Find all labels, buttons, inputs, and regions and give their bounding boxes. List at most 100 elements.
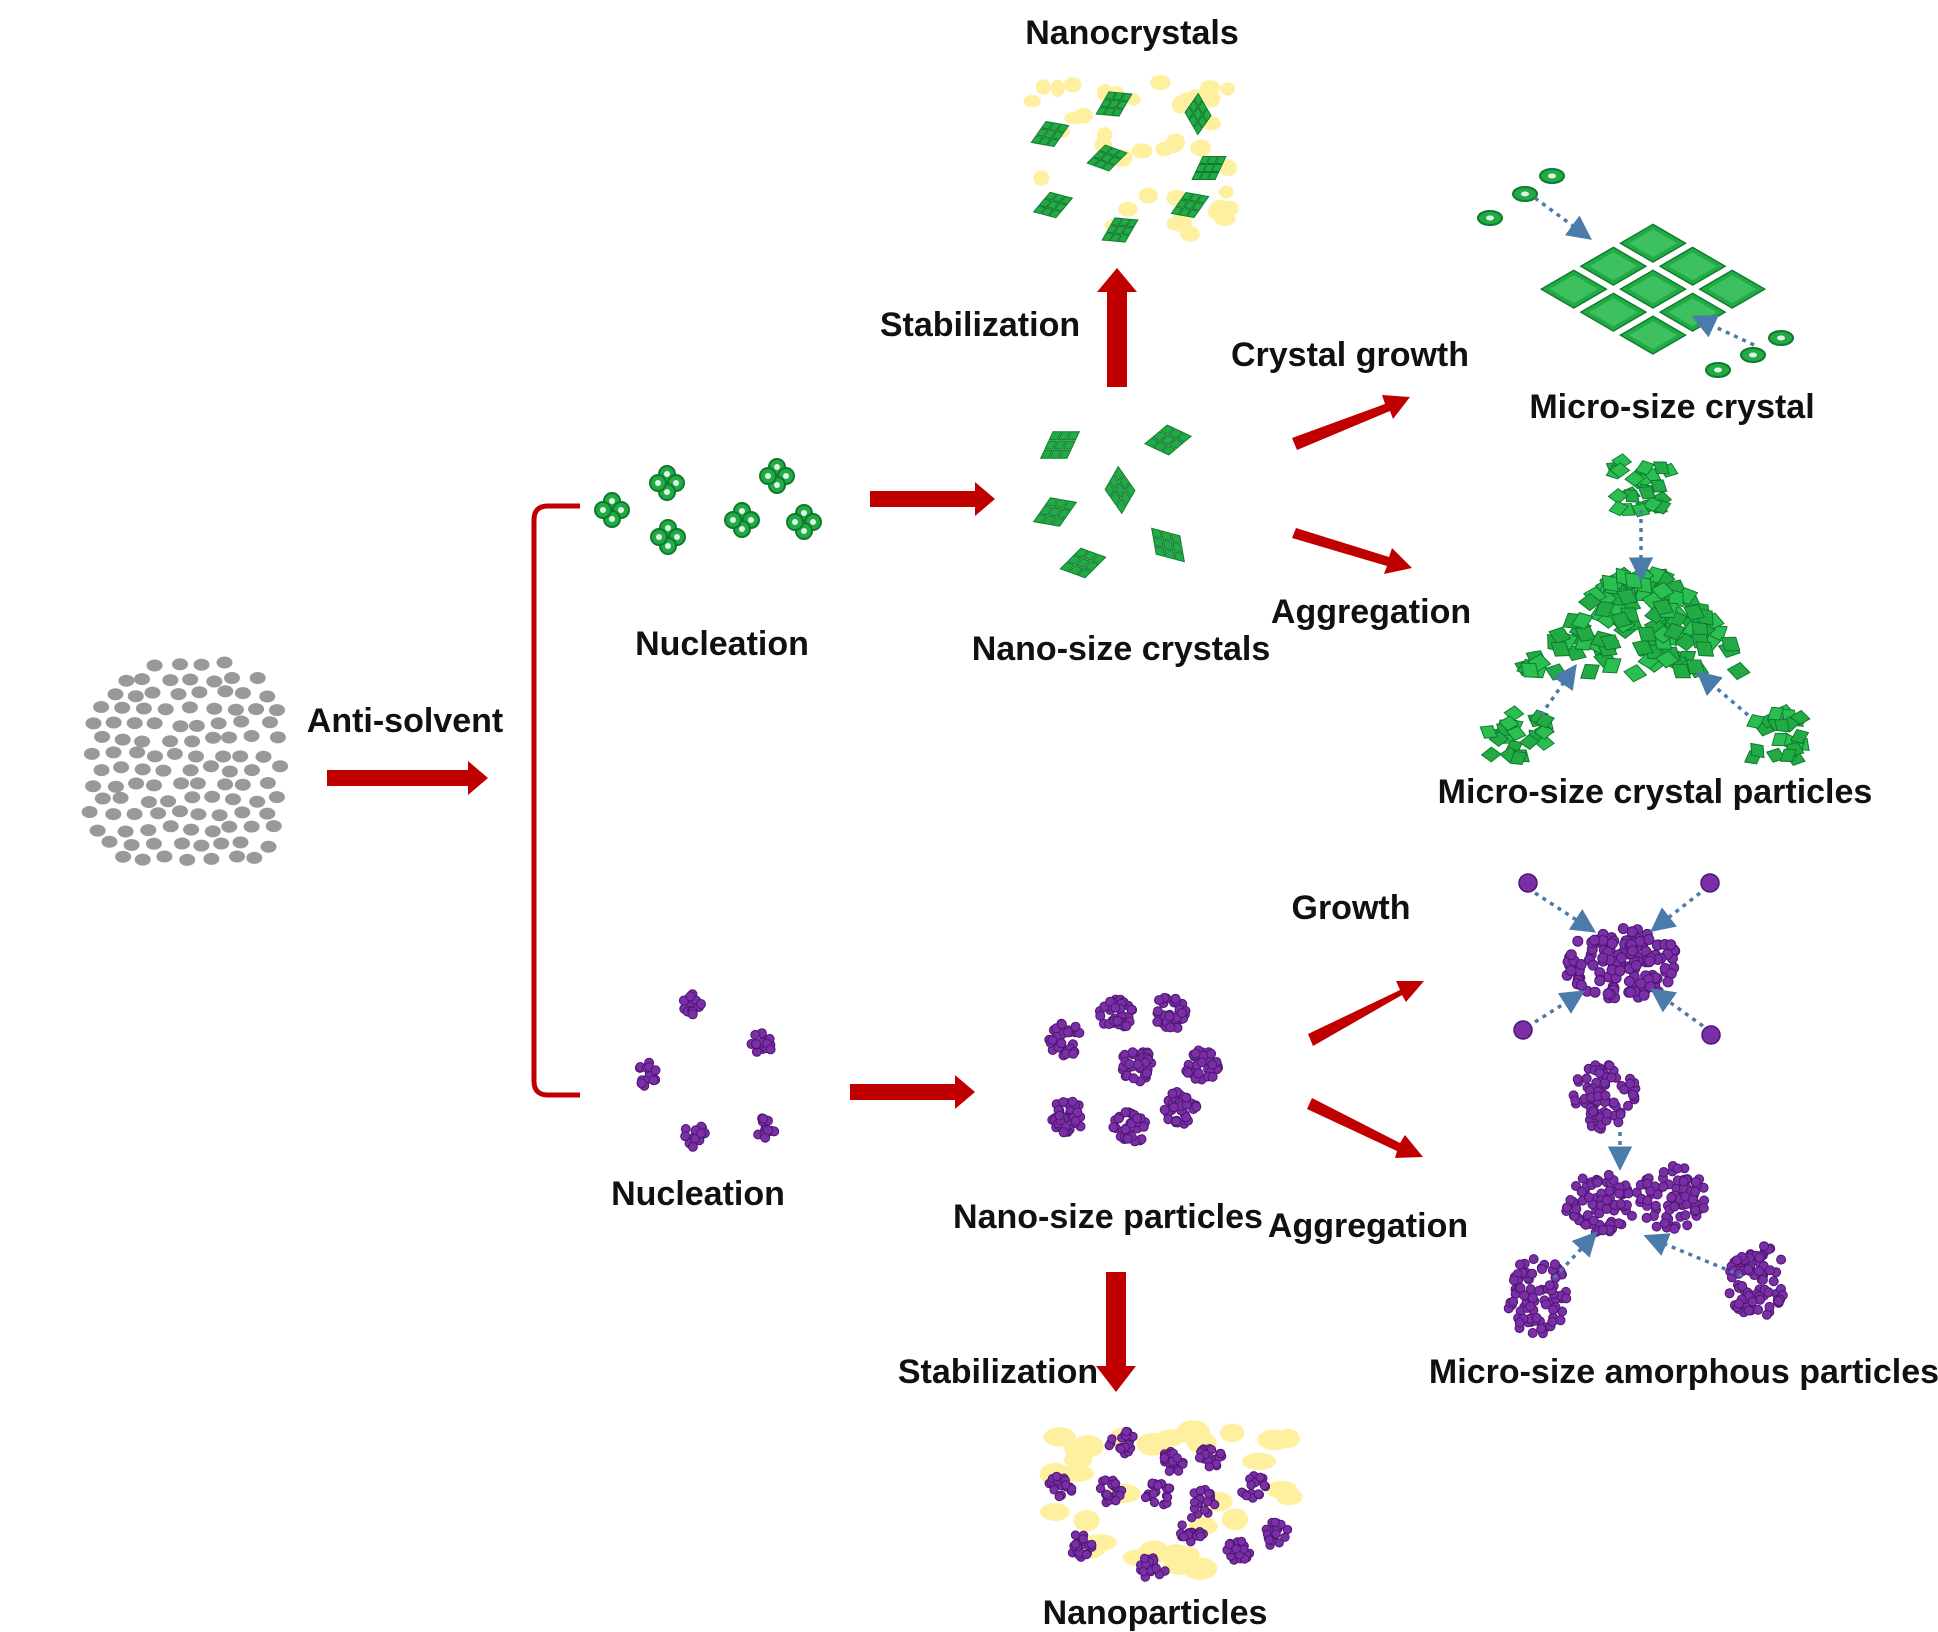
stabilizer-molecule (1063, 1450, 1093, 1469)
stabilizer-molecule (1218, 185, 1234, 199)
stabilizer-molecule (1155, 141, 1174, 157)
stabilizer-molecule (1150, 74, 1171, 91)
solute-dot (134, 763, 151, 776)
dotted-arrow (1552, 1231, 1598, 1280)
solute-dot (248, 703, 265, 716)
dotted-arrow (1650, 891, 1702, 933)
solute-dot (101, 835, 118, 848)
stabilizer-molecule (1131, 143, 1153, 159)
solute-dot (204, 825, 221, 838)
crystal-nucleus-core (665, 525, 671, 531)
amorphous-nucleus (634, 1057, 661, 1091)
dotted-arrow (1691, 315, 1755, 347)
arrow-stabilization-down (1096, 1272, 1136, 1392)
stabilizer-molecule (1117, 201, 1138, 217)
stabilizer-molecule (1221, 1508, 1249, 1531)
solute-dot (172, 805, 188, 818)
crystal-nucleus-core (739, 526, 745, 532)
solute-dot (259, 777, 276, 789)
arrow-nucleation-to-nanocrystals (870, 482, 995, 516)
solute-dot (203, 852, 220, 865)
solute-dot (134, 673, 150, 686)
solute-dot (114, 701, 131, 714)
solute-dot (179, 853, 196, 866)
stabilizer-molecule (1073, 1509, 1100, 1532)
nanoparticle (1237, 1471, 1271, 1503)
solute-dot (117, 825, 134, 838)
nanoparticle (1176, 1513, 1209, 1547)
nano-crystal (1104, 465, 1136, 515)
nano-particle (1117, 1047, 1157, 1087)
nano-particle (1152, 992, 1191, 1033)
dotted-arrow (1539, 663, 1577, 717)
solute-dot (173, 777, 190, 790)
stabilizer-molecule (1136, 1432, 1171, 1456)
label-aggregation-top: Aggregation (1271, 593, 1471, 631)
nanocrystal (1095, 91, 1133, 117)
nano-particle (1094, 994, 1138, 1032)
nanoparticle (1194, 1444, 1227, 1472)
solute-dot (94, 730, 111, 743)
nanoparticle (1044, 1471, 1077, 1502)
nanocrystal (1032, 191, 1074, 219)
stabilized-nanoparticles-icon (1039, 1420, 1303, 1582)
crystal-nucleus-core (792, 519, 798, 525)
solute-dot (243, 820, 260, 833)
solute-dot (140, 824, 157, 837)
label-micro-size-crystal-particles: Micro-size crystal particles (1438, 773, 1873, 811)
crystal-nucleus-core (600, 507, 606, 513)
free-molecule (1518, 873, 1538, 893)
solute-dot (129, 746, 146, 759)
solute-dot (114, 733, 131, 746)
solute-dot (232, 836, 249, 849)
crystal-nucleus-core (609, 498, 615, 504)
solute-dot (221, 765, 238, 778)
solute-dot (140, 796, 157, 808)
solute-dot (262, 716, 278, 729)
nano-particle (1044, 1018, 1085, 1061)
solute-dot (81, 806, 98, 818)
stabilizer-molecule (1035, 79, 1051, 95)
stabilizer-molecule (1050, 79, 1065, 97)
crystal-nucleus-core (655, 480, 661, 486)
solute-dot (260, 840, 277, 853)
nanoparticle (1222, 1536, 1255, 1565)
nano-particle (1159, 1087, 1202, 1129)
stabilizer-molecule (1033, 170, 1050, 186)
crystal-nuclei-icon (594, 458, 822, 555)
amorphous-nucleus (753, 1113, 780, 1143)
amorphous-aggregate (1631, 1161, 1710, 1234)
solute-dot (156, 850, 173, 863)
dotted-arrow (1534, 990, 1586, 1024)
stabilizer-molecule (1200, 80, 1221, 95)
solute-dot (162, 674, 179, 687)
solute-dot (113, 761, 130, 774)
stabilized-nanocrystals-icon (1023, 74, 1239, 243)
solute-dot (268, 791, 285, 804)
solute-dot (105, 808, 122, 821)
solute-dot (181, 701, 198, 714)
micro-size-crystal-particles-icon (1479, 453, 1811, 767)
amorphous-aggregate (1568, 1060, 1641, 1134)
stabilizer-molecule (1176, 1420, 1211, 1444)
nanocrystal (1086, 144, 1128, 172)
solute-dot (85, 780, 102, 793)
crystal-nucleus-core (810, 519, 816, 525)
solute-dot (269, 704, 285, 717)
solute-dot (210, 717, 227, 730)
stabilizer-molecule (1220, 82, 1236, 96)
solute-dot (217, 778, 234, 791)
solute-dot (115, 850, 132, 863)
solute-dot (234, 687, 251, 700)
amorphous-aggregate (1561, 1169, 1637, 1238)
solute-dot (155, 764, 172, 777)
solute-dot (162, 735, 179, 748)
nanoparticle (1136, 1553, 1170, 1582)
amorphous-nucleus (746, 1028, 776, 1057)
crystal-nucleus-core (665, 543, 671, 549)
solute-dot (160, 795, 177, 808)
solute-dot (213, 837, 230, 850)
stabilizer-molecule (1180, 226, 1200, 242)
solute-dot (221, 820, 238, 833)
nanoparticle (1095, 1475, 1127, 1508)
